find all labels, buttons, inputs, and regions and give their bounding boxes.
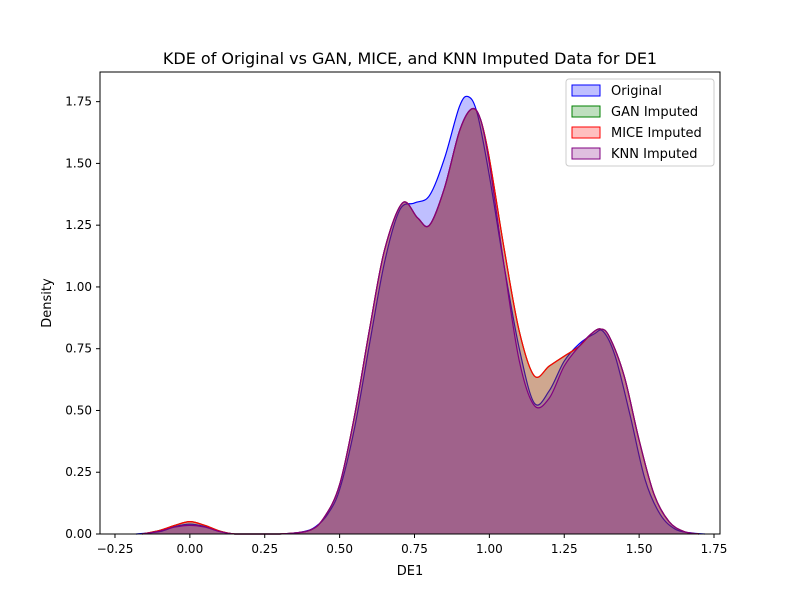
legend-box xyxy=(565,78,715,167)
legend-swatch-mice-imputed xyxy=(571,126,601,139)
legend-label-knn-imputed: KNN Imputed xyxy=(611,147,697,162)
chart-title: KDE of Original vs GAN, MICE, and KNN Im… xyxy=(163,49,657,68)
mice-imputed-density-fill xyxy=(141,108,700,535)
y-tick-label: 1.75 xyxy=(65,95,92,109)
original-density-fill xyxy=(135,96,706,534)
x-axis-ticks: −0.25 0.00 0.25 0.50 0.75 1.00 1.25 1.50 1.75 xyxy=(97,534,728,556)
legend-label-mice-imputed: MICE Imputed xyxy=(611,126,702,141)
y-tick-label: 0.25 xyxy=(65,465,92,479)
y-tick-label: 0.50 xyxy=(65,403,92,417)
x-tick-label: 1.00 xyxy=(476,542,503,556)
legend-items: Original GAN Imputed MICE Imputed KNN Imput… xyxy=(571,84,702,162)
x-tick-label: 0.00 xyxy=(176,542,203,556)
y-tick-label: 0.00 xyxy=(65,527,92,541)
curves-layer xyxy=(135,95,706,535)
x-tick-label: 0.75 xyxy=(401,542,428,556)
y-tick-label: 1.50 xyxy=(65,156,92,170)
y-tick-label: 1.25 xyxy=(65,218,92,232)
knn-imputed-density-fill xyxy=(141,108,700,534)
y-tick-label: 0.75 xyxy=(65,342,92,356)
legend-swatch-gan-imputed xyxy=(571,105,601,118)
x-tick-label: 1.75 xyxy=(701,542,728,556)
y-axis-label: Density xyxy=(40,278,55,328)
legend-swatch-original xyxy=(571,84,601,97)
legend-label-original: Original xyxy=(611,84,662,99)
x-tick-label: 1.50 xyxy=(626,542,653,556)
x-tick-label: 0.25 xyxy=(251,542,278,556)
gan-imputed-density-fill xyxy=(141,108,700,535)
legend-swatch-knn-imputed xyxy=(571,147,601,160)
legend-label-gan-imputed: GAN Imputed xyxy=(611,105,698,120)
x-tick-label: −0.25 xyxy=(97,542,134,556)
y-axis-ticks: 0.00 0.25 0.50 0.75 1.00 1.25 1.50 1.75 xyxy=(65,95,100,541)
y-tick-label: 1.00 xyxy=(65,280,92,294)
x-axis-label: DE1 xyxy=(397,564,424,579)
x-tick-label: 1.25 xyxy=(551,542,578,556)
x-tick-label: 0.50 xyxy=(326,542,353,556)
legend: Original GAN Imputed MICE Imputed KNN Imput… xyxy=(565,78,715,167)
plot-frame xyxy=(99,71,721,535)
